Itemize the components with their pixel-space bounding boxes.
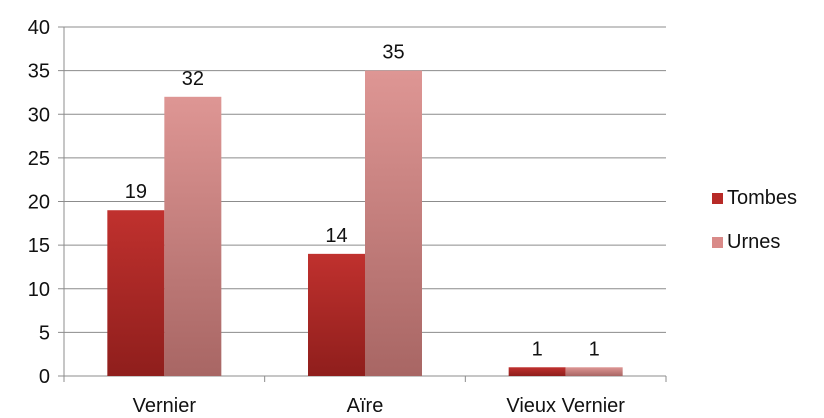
data-label: 14 (325, 225, 347, 247)
legend: Tombes Urnes (712, 184, 797, 272)
legend-swatch-tombes (712, 192, 723, 204)
legend-label-urnes: Urnes (727, 230, 781, 253)
legend-label-tombes: Tombes (727, 186, 798, 209)
data-label: 1 (589, 338, 600, 360)
y-tick-label: 10 (28, 279, 50, 301)
y-tick-label: 30 (28, 104, 50, 126)
bar-urnes-0 (164, 96, 222, 377)
x-category-label: Vieux Vernier (506, 395, 625, 417)
data-label: 35 (382, 42, 404, 64)
y-tick-label: 40 (28, 17, 50, 39)
data-label: 19 (125, 181, 147, 203)
bar-urnes-1 (365, 70, 422, 376)
bar-tombes-2 (508, 367, 566, 376)
y-tick-label: 15 (28, 235, 50, 257)
y-tick-label: 35 (28, 61, 50, 83)
labels: 0 5 10 15 20 25 30 35 40 19 32 Vernier 14 35 Aïre 1 1 Vie… (28, 17, 626, 417)
legend-swatch-urnes (712, 236, 723, 248)
bar-tombes-1 (308, 253, 365, 376)
data-label: 1 (532, 338, 543, 360)
data-label: 32 (182, 68, 204, 90)
legend-item-tombes: Tombes (712, 184, 797, 212)
bar-urnes-2 (565, 367, 623, 376)
bar-tombes-0 (107, 210, 165, 376)
legend-item-urnes: Urnes (712, 228, 797, 256)
y-tick-label: 0 (39, 366, 50, 388)
y-tick-label: 20 (28, 192, 50, 214)
x-category-label: Aïre (347, 395, 384, 417)
y-tick-label: 25 (28, 148, 50, 170)
x-category-label: Vernier (133, 395, 197, 417)
bars (107, 70, 623, 377)
y-tick-label: 5 (39, 322, 50, 344)
